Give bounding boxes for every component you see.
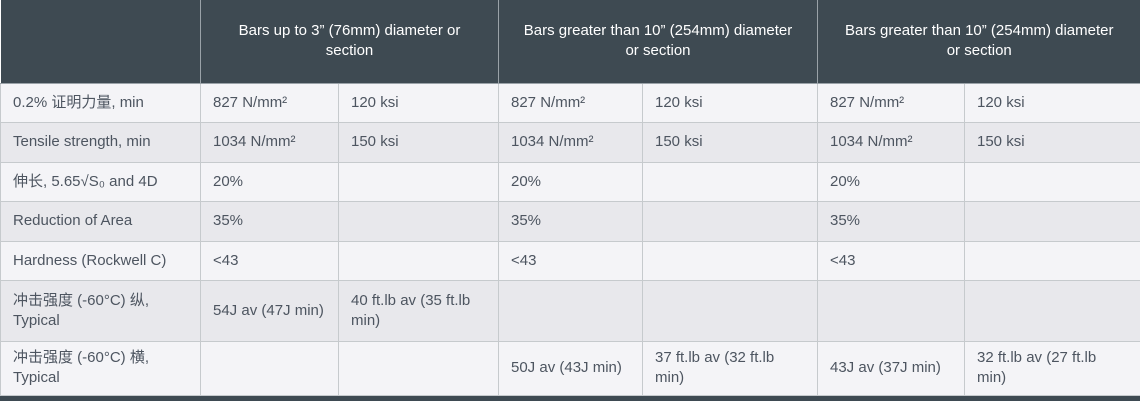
spec-cell: 37 ft.lb av (32 ft.lb min) bbox=[642, 340, 818, 396]
spec-cell: 40 ft.lb av (35 ft.lb min) bbox=[338, 279, 499, 342]
spec-cell: 20% bbox=[498, 161, 643, 202]
corner-header-cell bbox=[0, 0, 201, 84]
row-label: 伸长, 5.65√S₀ and 4D bbox=[0, 161, 201, 202]
spec-cell: 827 N/mm² bbox=[200, 82, 339, 123]
spec-cell: 150 ksi bbox=[642, 121, 818, 163]
spec-cell: 54J av (47J min) bbox=[200, 279, 339, 342]
spec-cell bbox=[338, 240, 499, 281]
spec-cell: 35% bbox=[200, 200, 339, 242]
spec-cell: 120 ksi bbox=[338, 82, 499, 123]
row-label: 冲击强度 (-60°C) 横, Typical bbox=[0, 340, 201, 396]
spec-cell: 150 ksi bbox=[338, 121, 499, 163]
spec-cell bbox=[817, 279, 965, 342]
spec-cell: 43J av (37J min) bbox=[817, 340, 965, 396]
spec-cell bbox=[200, 340, 339, 396]
spec-cell bbox=[642, 200, 818, 242]
table-row-elongation: 伸长, 5.65√S₀ and 4D 20% 20% 20% bbox=[0, 161, 1140, 202]
spec-cell: 827 N/mm² bbox=[498, 82, 643, 123]
spec-cell bbox=[642, 279, 818, 342]
spec-cell: 1034 N/mm² bbox=[817, 121, 965, 163]
spec-cell: 1034 N/mm² bbox=[498, 121, 643, 163]
spec-cell: 120 ksi bbox=[642, 82, 818, 123]
spec-cell bbox=[964, 240, 1140, 281]
spec-cell: 35% bbox=[817, 200, 965, 242]
row-label: 冲击强度 (-60°C) 纵, Typical bbox=[0, 279, 201, 342]
row-label: Reduction of Area bbox=[0, 200, 201, 242]
spec-cell bbox=[498, 279, 643, 342]
table-row-impact-longitudinal: 冲击强度 (-60°C) 纵, Typical 54J av (47J min)… bbox=[0, 279, 1140, 342]
table-row-proof-strength: 0.2% 证明力量, min 827 N/mm² 120 ksi 827 N/m… bbox=[0, 82, 1140, 123]
spec-cell bbox=[642, 240, 818, 281]
table-row-impact-transverse: 冲击强度 (-60°C) 横, Typical 50J av (43J min)… bbox=[0, 340, 1140, 396]
spec-cell bbox=[338, 340, 499, 396]
spec-cell bbox=[338, 161, 499, 202]
spec-cell: 20% bbox=[200, 161, 339, 202]
column-group-header-1: Bars up to 3” (76mm) diameter or section bbox=[200, 0, 499, 84]
spec-cell bbox=[642, 161, 818, 202]
spec-cell: 1034 N/mm² bbox=[200, 121, 339, 163]
spec-cell: 150 ksi bbox=[964, 121, 1140, 163]
table-row-tensile-strength: Tensile strength, min 1034 N/mm² 150 ksi… bbox=[0, 121, 1140, 163]
table-row-reduction-of-area: Reduction of Area 35% 35% 35% bbox=[0, 200, 1140, 242]
spec-cell: <43 bbox=[817, 240, 965, 281]
spec-cell: <43 bbox=[200, 240, 339, 281]
next-section-header-strip bbox=[0, 395, 1140, 401]
spec-cell bbox=[338, 200, 499, 242]
spec-cell bbox=[964, 161, 1140, 202]
spec-cell: 20% bbox=[817, 161, 965, 202]
spec-cell: 32 ft.lb av (27 ft.lb min) bbox=[964, 340, 1140, 396]
spec-cell: <43 bbox=[498, 240, 643, 281]
row-label: Tensile strength, min bbox=[0, 121, 201, 163]
spec-cell: 827 N/mm² bbox=[817, 82, 965, 123]
spec-cell bbox=[964, 200, 1140, 242]
spec-cell: 50J av (43J min) bbox=[498, 340, 643, 396]
spec-cell bbox=[964, 279, 1140, 342]
table-row-hardness: Hardness (Rockwell C) <43 <43 <43 bbox=[0, 240, 1140, 281]
row-label: Hardness (Rockwell C) bbox=[0, 240, 201, 281]
spec-cell: 35% bbox=[498, 200, 643, 242]
header-row: Bars up to 3” (76mm) diameter or section… bbox=[0, 0, 1140, 84]
spec-cell: 120 ksi bbox=[964, 82, 1140, 123]
column-group-header-3: Bars greater than 10” (254mm) diameter o… bbox=[817, 0, 1140, 84]
row-label: 0.2% 证明力量, min bbox=[0, 82, 201, 123]
column-group-header-2: Bars greater than 10” (254mm) diameter o… bbox=[498, 0, 818, 84]
